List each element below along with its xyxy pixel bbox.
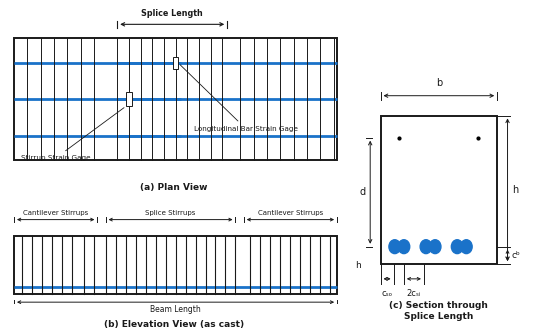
Text: h: h — [512, 185, 518, 195]
Bar — [381, 115, 497, 264]
Text: Longitudinal Bar Strain Gage: Longitudinal Bar Strain Gage — [180, 65, 298, 132]
Circle shape — [461, 240, 472, 253]
Text: Stirrup Strain Gage: Stirrup Strain Gage — [21, 108, 124, 161]
Bar — [14, 236, 337, 294]
Text: (a) Plan View: (a) Plan View — [140, 183, 208, 192]
Text: h: h — [355, 261, 361, 270]
Text: b: b — [436, 78, 442, 88]
Text: Cantilever Stirrups: Cantilever Stirrups — [258, 210, 323, 216]
Circle shape — [420, 240, 432, 253]
Circle shape — [389, 240, 401, 253]
Text: Beam Length: Beam Length — [150, 305, 201, 314]
Bar — [126, 92, 132, 106]
Text: Splice Stirrups: Splice Stirrups — [146, 210, 196, 216]
Text: (c) Section through
Splice Length: (c) Section through Splice Length — [389, 301, 488, 320]
Text: d: d — [360, 187, 366, 197]
Text: cᵇ: cᵇ — [512, 250, 520, 260]
Circle shape — [451, 240, 463, 253]
Text: 2cₛᵢ: 2cₛᵢ — [407, 289, 421, 298]
Text: cₛₒ: cₛₒ — [381, 289, 393, 298]
Bar — [173, 56, 178, 69]
Circle shape — [429, 240, 441, 253]
Text: (b) Elevation View (as cast): (b) Elevation View (as cast) — [104, 320, 244, 329]
Bar — [14, 38, 337, 160]
Text: Cantilever Stirrups: Cantilever Stirrups — [23, 210, 88, 216]
Circle shape — [398, 240, 410, 253]
Text: Splice Length: Splice Length — [141, 9, 203, 17]
